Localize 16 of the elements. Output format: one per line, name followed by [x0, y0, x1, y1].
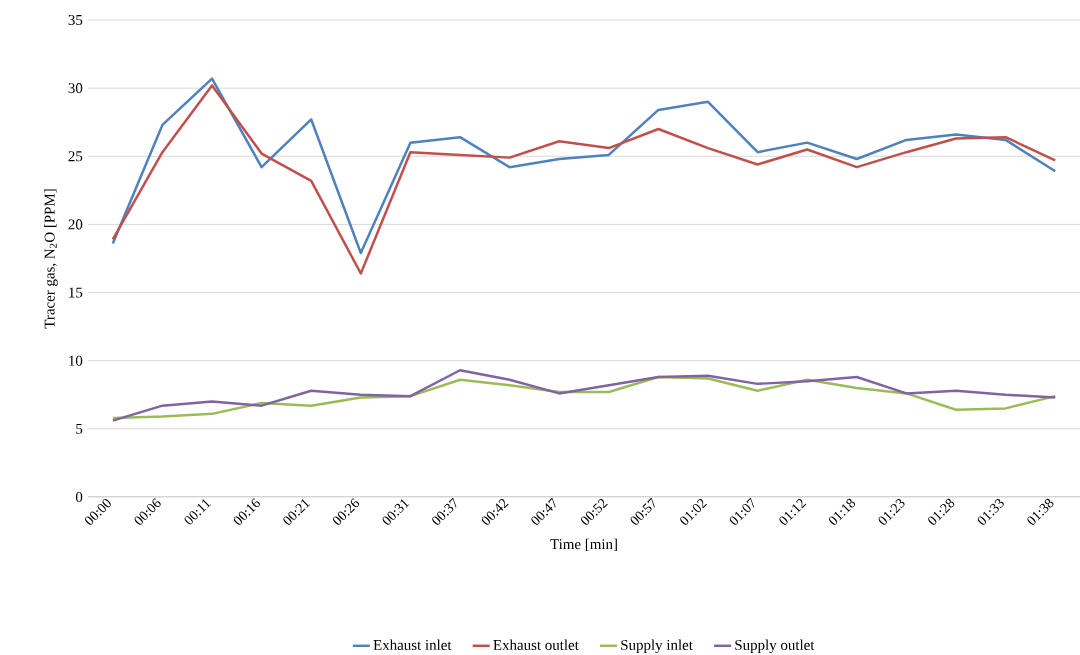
y-tick-label: 15	[69, 287, 83, 298]
legend-label: Exhaust inlet	[373, 639, 452, 651]
line-series	[111, 368, 1057, 422]
line-series	[111, 375, 1057, 420]
y-tick-label: 20	[68, 219, 83, 230]
x-axis-title: Time [min]	[550, 538, 617, 552]
y-tick-label: 35	[68, 14, 83, 25]
y-tick-label: 0	[75, 491, 83, 503]
y-tick-label: 10	[69, 355, 83, 366]
y-tick-label: 5	[76, 423, 83, 434]
y-tick-label: 25	[68, 151, 83, 162]
legend-label: Supply outlet	[735, 639, 815, 654]
y-axis-title: Tracer gas, N$_{2}$O [PPM]	[44, 189, 58, 329]
legend-label: Supply inlet	[621, 639, 693, 654]
legend-label: Exhaust outlet	[493, 639, 579, 651]
y-tick-label: 30	[68, 83, 83, 94]
